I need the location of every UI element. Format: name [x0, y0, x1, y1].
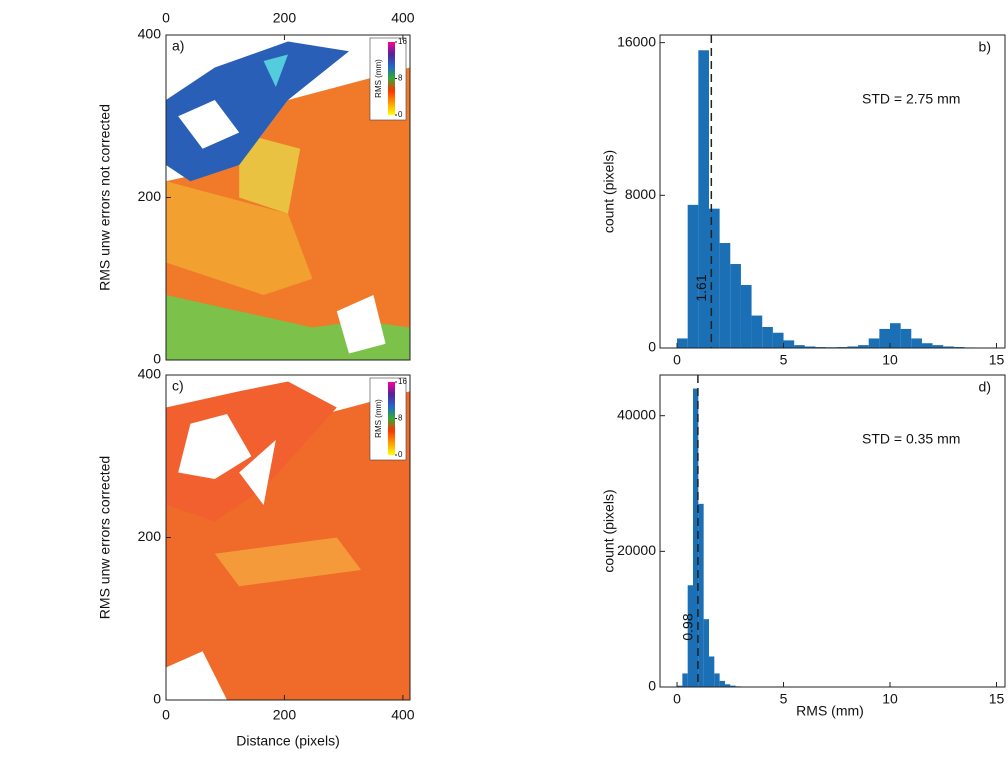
histogram-bar — [714, 673, 719, 687]
x-tick-label: 10 — [882, 352, 898, 368]
colorbar — [388, 42, 395, 115]
histogram-bar — [704, 619, 709, 687]
annotation: STD = 0.35 mm — [862, 431, 960, 447]
y-axis-label: count (pixels) — [601, 489, 617, 572]
y-tick-label: 40000 — [617, 406, 656, 422]
y-tick-label: 20000 — [617, 542, 656, 558]
histogram-bar — [762, 327, 773, 348]
y-tick-label: 400 — [138, 366, 162, 382]
x-tick-label: 15 — [989, 691, 1005, 707]
histogram-bar — [879, 329, 890, 348]
y-axis-label: RMS unw errors not corrected — [97, 104, 113, 291]
histogram-bar — [698, 504, 703, 687]
x-tick-label: 0 — [162, 10, 170, 26]
x-axis-label: Distance (pixels) — [236, 733, 339, 749]
axes-frame — [660, 375, 1005, 687]
x-tick-label: 0 — [673, 352, 681, 368]
histogram-bar — [730, 264, 741, 348]
y-axis-label: RMS unw errors corrected — [97, 456, 113, 619]
x-tick-label: 0 — [162, 707, 170, 723]
y-tick-label: 16000 — [617, 33, 656, 49]
histogram-bar — [773, 333, 784, 348]
x-tick-label: 200 — [273, 10, 297, 26]
colorbar-tick-label: 8 — [398, 74, 403, 83]
histogram-bar — [901, 329, 912, 348]
y-axis-label: count (pixels) — [601, 150, 617, 233]
x-axis-label: RMS (mm) — [796, 703, 864, 719]
y-tick-label: 0 — [648, 339, 656, 355]
histogram-bar — [741, 285, 752, 348]
histogram-bar — [911, 338, 922, 348]
histogram-bar — [752, 316, 763, 348]
colorbar — [388, 382, 395, 455]
colorbar-tick-label: 16 — [398, 377, 407, 386]
y-tick-label: 0 — [153, 351, 161, 367]
histogram-bar — [890, 323, 901, 348]
panel-label: d) — [979, 379, 991, 395]
histogram-bar — [709, 656, 714, 687]
histogram-bar — [682, 673, 687, 687]
panel-label: a) — [172, 38, 184, 54]
x-tick-label: 200 — [273, 707, 297, 723]
x-tick-label: 10 — [882, 691, 898, 707]
colorbar-label: RMS (mm) — [374, 399, 383, 438]
histogram-bar — [922, 343, 933, 348]
y-tick-label: 200 — [138, 188, 162, 204]
histogram-bar — [677, 338, 688, 348]
annotation: STD = 2.75 mm — [862, 91, 960, 107]
histogram-bar — [784, 340, 795, 348]
histogram-bar — [720, 681, 725, 687]
histogram-bar — [698, 50, 709, 348]
histogram-bar — [869, 338, 880, 348]
histogram-bar — [720, 243, 731, 348]
colorbar-tick-label: 0 — [398, 450, 403, 459]
marker-label: 0.98 — [680, 613, 696, 640]
panel-label: b) — [979, 39, 991, 55]
colorbar-tick-label: 8 — [398, 414, 403, 423]
colorbar-tick-label: 0 — [398, 110, 403, 119]
x-tick-label: 400 — [391, 10, 415, 26]
colorbar-label: RMS (mm) — [374, 59, 383, 98]
x-tick-label: 5 — [780, 691, 788, 707]
y-tick-label: 0 — [153, 691, 161, 707]
y-tick-label: 200 — [138, 528, 162, 544]
panel-label: c) — [172, 378, 184, 394]
x-tick-label: 0 — [673, 691, 681, 707]
x-tick-label: 5 — [780, 352, 788, 368]
marker-label: 1.61 — [693, 274, 709, 301]
y-tick-label: 400 — [138, 26, 162, 42]
x-tick-label: 15 — [989, 352, 1005, 368]
y-tick-label: 0 — [648, 678, 656, 694]
y-tick-label: 8000 — [625, 186, 656, 202]
x-tick-label: 400 — [391, 707, 415, 723]
